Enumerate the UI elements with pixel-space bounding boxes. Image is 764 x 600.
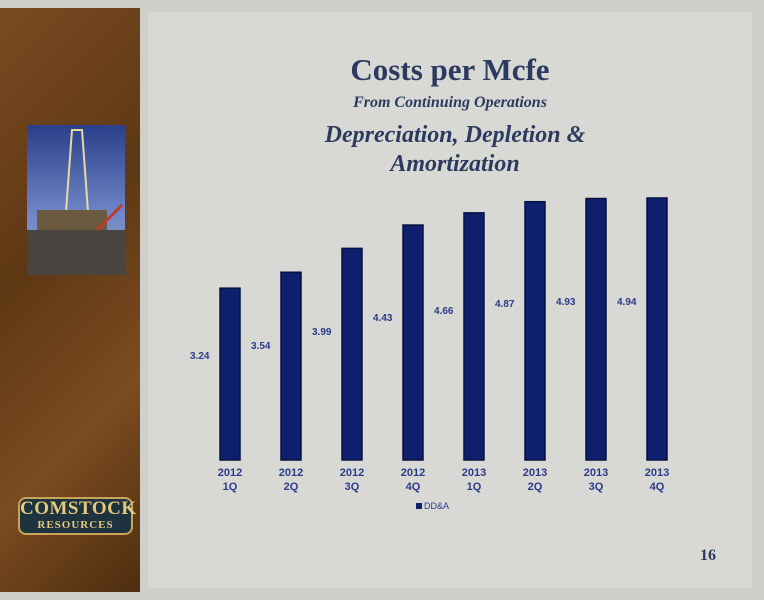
value-label: 4.66 (434, 305, 454, 317)
logo: COMSTOCK RESOURCES (18, 497, 137, 535)
x-tick-label: 2012 3Q (339, 467, 365, 493)
bar (524, 200, 546, 461)
logo-text: COMSTOCK (20, 498, 137, 519)
value-label: 4.87 (495, 299, 515, 311)
bar (585, 197, 607, 461)
logo-text: RESOURCES (37, 519, 114, 531)
x-tick-label: 2013 1Q (461, 467, 487, 493)
value-label: 3.24 (190, 350, 210, 362)
legend-label: DD&A (424, 501, 450, 511)
legend: DD&A (416, 501, 449, 511)
value-label: 3.54 (251, 341, 271, 353)
bar (219, 287, 241, 461)
value-label: 4.43 (373, 313, 393, 325)
value-label: 3.99 (312, 327, 332, 339)
x-tick-label: 2012 4Q (400, 467, 426, 493)
bar (341, 247, 363, 461)
legend-swatch (416, 503, 422, 509)
page-number: 16 (700, 547, 716, 564)
rig-photo (27, 125, 125, 275)
x-tick-label: 2013 2Q (522, 467, 548, 493)
x-tick-label: 2012 1Q (217, 467, 243, 493)
side-panel (0, 8, 140, 592)
bar (646, 197, 668, 461)
bar (463, 212, 485, 461)
x-tick-label: 2013 3Q (583, 467, 609, 493)
chart-title: Depreciation, Depletion & Amortization (324, 122, 586, 177)
bar (402, 224, 424, 461)
title: Costs per Mcfe (350, 52, 550, 87)
x-tick-label: 2013 4Q (644, 467, 670, 493)
x-tick-label: 2012 2Q (278, 467, 304, 493)
bar (280, 271, 302, 461)
subtitle: From Continuing Operations (353, 94, 547, 111)
value-label: 4.94 (617, 296, 637, 308)
value-label: 4.93 (556, 297, 576, 309)
